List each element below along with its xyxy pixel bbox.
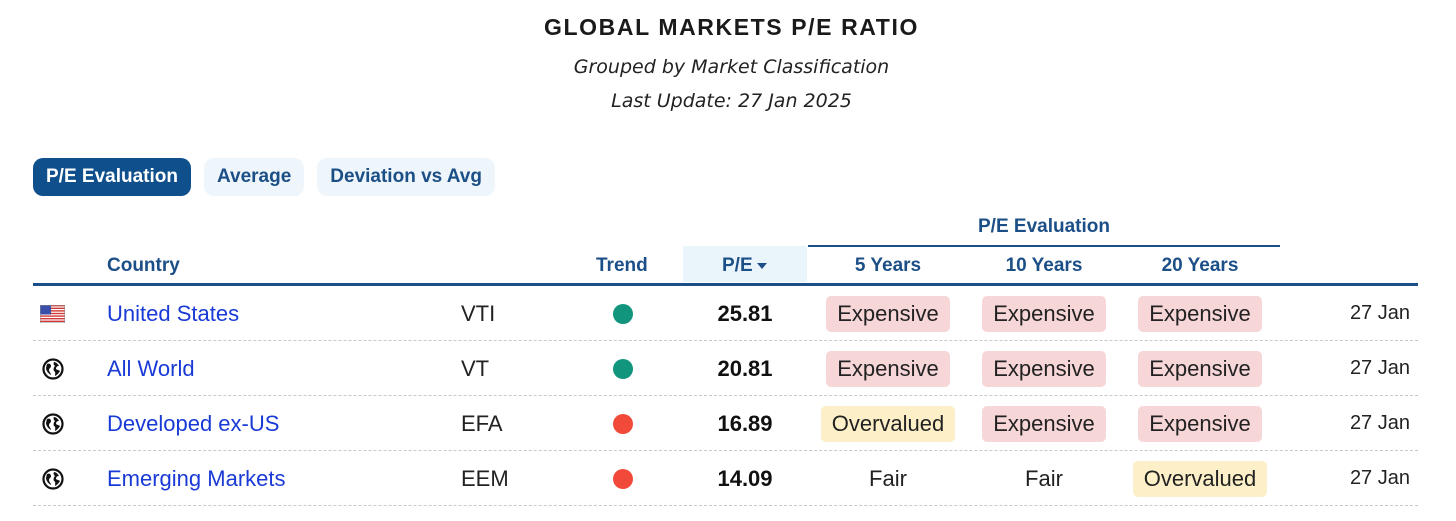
pe-value: 14.09 [717,465,773,491]
eval-badge-10-years: Expensive [982,405,1106,442]
eval-10-years-cell: Expensive [966,396,1122,451]
pe-value: 16.89 [717,410,773,436]
update-date: 27 Jan [1349,467,1410,489]
globe-icon [40,451,65,506]
eval-10-years-cell: Expensive [966,286,1122,341]
eval-badge-5-years: Expensive [826,350,950,387]
eval-20-years-cell: Expensive [1122,396,1278,451]
pe-value: 25.81 [717,300,773,326]
group-header-rule [808,245,1280,247]
column-header-10-years[interactable]: 10 Years [1005,255,1083,276]
trend-cell [613,451,633,506]
update-date: 27 Jan [1349,302,1410,324]
ticker-symbol: VTI [461,300,496,326]
pe-evaluation-group-header: P/E Evaluation [978,216,1110,237]
update-date: 27 Jan [1349,412,1410,434]
eval-20-years-cell: Overvalued [1122,451,1278,506]
column-header-5-years[interactable]: 5 Years [854,255,922,276]
table-row[interactable]: United States VTI 25.81 Expensive Expens… [33,286,1418,341]
update-date: 27 Jan [1349,357,1410,379]
country-link[interactable]: All World [107,355,195,381]
eval-badge-20-years: Expensive [1138,405,1262,442]
table-row[interactable]: All World VT 20.81 Expensive Expensive E… [33,341,1418,396]
pe-column-highlight [683,246,807,282]
column-header-20-years[interactable]: 20 Years [1161,255,1239,276]
tab-average[interactable]: Average [203,158,305,196]
tab-pe-evaluation[interactable]: P/E Evaluation [33,158,191,196]
eval-badge-20-years: Overvalued [1132,460,1268,497]
eval-10-years-cell: Expensive [966,341,1122,396]
eval-badge-20-years: Expensive [1138,350,1262,387]
sort-down-icon [756,263,767,269]
globe-icon [40,341,65,396]
trend-up-dot-icon [613,303,633,324]
eval-5-years-cell: Overvalued [810,396,966,451]
eval-badge-5-years: Expensive [826,295,950,332]
ticker-symbol: EEM [461,465,509,491]
eval-5-years-cell: Fair [810,451,966,506]
eval-5-years-cell: Expensive [810,286,966,341]
eval-10-years-cell: Fair [966,451,1122,506]
table-row[interactable]: Emerging Markets EEM 14.09 Fair Fair Ove… [33,451,1418,506]
last-update: Last Update: 27 Jan 2025 [611,90,852,112]
eval-badge-10-years: Expensive [982,350,1106,387]
eval-20-years-cell: Expensive [1122,341,1278,396]
eval-20-years-cell: Expensive [1122,286,1278,341]
column-header-pe[interactable]: P/E [722,255,768,277]
trend-cell [613,396,633,451]
column-header-trend[interactable]: Trend [596,255,648,276]
header-rule [33,283,1418,286]
ticker-symbol: EFA [461,410,503,436]
eval-badge-10-years: Expensive [982,295,1106,332]
ticker-symbol: VT [461,355,490,381]
country-link[interactable]: Developed ex-US [107,410,280,436]
column-header-pe-label: P/E [722,255,753,276]
trend-cell [613,286,633,341]
eval-badge-10-years: Fair [1025,465,1063,491]
globe-icon [40,396,65,451]
table-row[interactable]: Developed ex-US EFA 16.89 Overvalued Exp… [33,396,1418,451]
trend-up-dot-icon [613,358,633,379]
us-flag-icon [40,286,65,341]
page-title: GLOBAL MARKETS P/E RATIO [544,14,919,40]
trend-down-dot-icon [613,413,633,434]
tab-deviation-vs-avg[interactable]: Deviation vs Avg [317,158,495,196]
country-link[interactable]: United States [107,300,240,326]
column-header-country[interactable]: Country [107,255,180,276]
trend-down-dot-icon [613,468,633,489]
country-link[interactable]: Emerging Markets [107,465,286,491]
pe-value: 20.81 [717,355,773,381]
eval-badge-5-years: Overvalued [820,405,956,442]
trend-cell [613,341,633,396]
page-subtitle: Grouped by Market Classification [573,56,890,78]
eval-badge-20-years: Expensive [1138,295,1262,332]
eval-5-years-cell: Expensive [810,341,966,396]
eval-badge-5-years: Fair [869,465,907,491]
tab-bar: P/E Evaluation Average Deviation vs Avg [33,158,495,196]
